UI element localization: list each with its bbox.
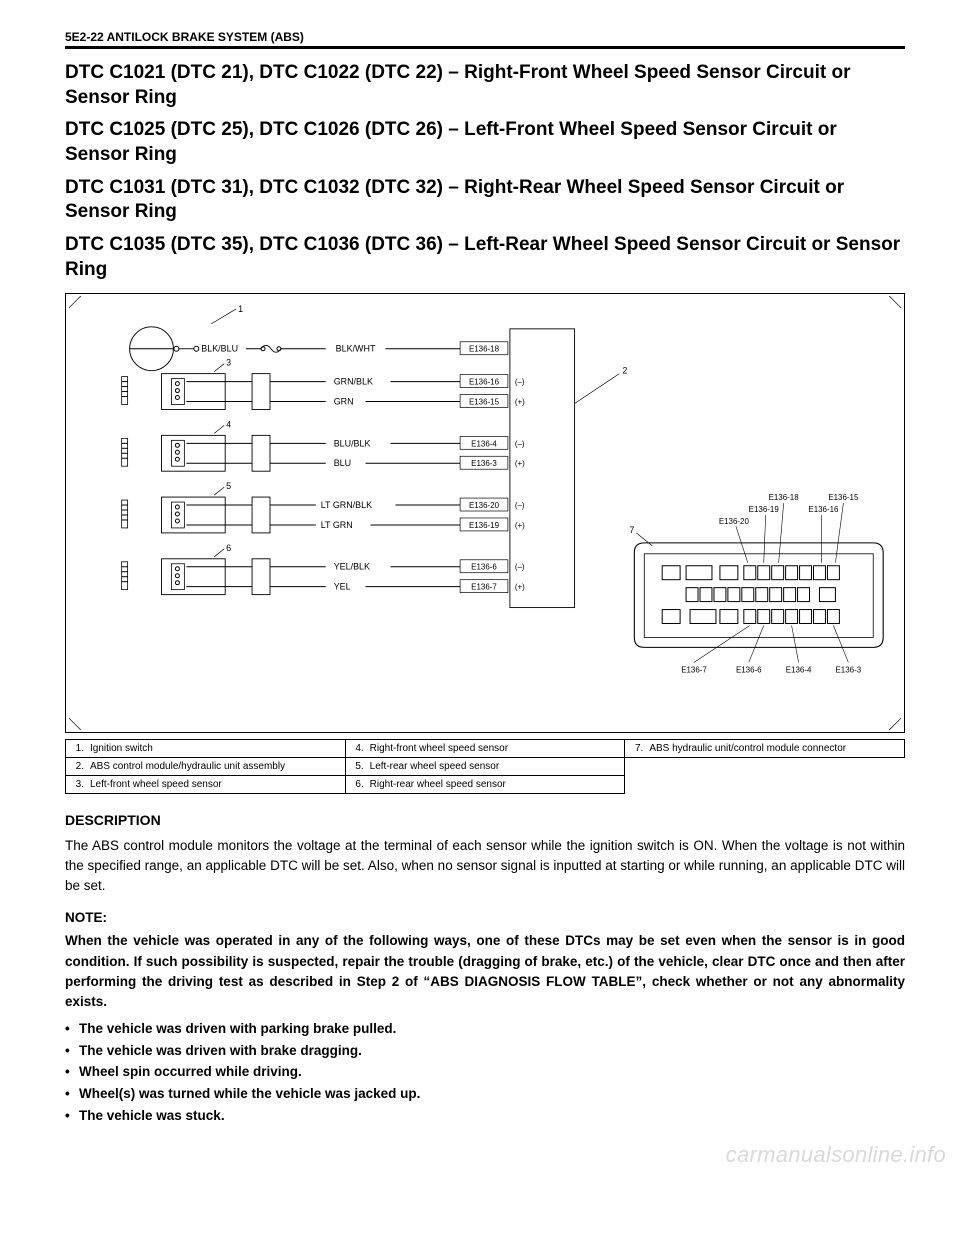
callout-5: 5 — [226, 481, 231, 491]
svg-text:(–): (–) — [515, 562, 525, 571]
svg-text:E136-6: E136-6 — [736, 665, 762, 674]
svg-text:(+): (+) — [515, 459, 525, 468]
svg-text:E136-16: E136-16 — [808, 505, 839, 514]
svg-text:E136-20: E136-20 — [719, 516, 750, 525]
dtc-title-2: DTC C1025 (DTC 25), DTC C1026 (DTC 26) –… — [65, 118, 905, 167]
svg-text:E136-3: E136-3 — [471, 459, 497, 468]
svg-text:E136-19: E136-19 — [469, 520, 500, 529]
wire-blkwht: BLK/WHT — [336, 343, 376, 353]
svg-text:(+): (+) — [515, 582, 525, 591]
svg-text:YEL: YEL — [334, 581, 351, 591]
callout-1: 1 — [238, 303, 243, 313]
svg-text:E136-4: E136-4 — [786, 665, 812, 674]
svg-text:E136-16: E136-16 — [469, 377, 500, 386]
dtc-title-1: DTC C1021 (DTC 21), DTC C1022 (DTC 22) –… — [65, 61, 905, 110]
pin-e136-18: E136-18 — [469, 344, 500, 353]
list-item: The vehicle was stuck. — [65, 1105, 905, 1127]
callout-3: 3 — [226, 357, 231, 367]
svg-text:E136-7: E136-7 — [471, 582, 497, 591]
list-item: Wheel(s) was turned while the vehicle wa… — [65, 1083, 905, 1105]
note-paragraph: When the vehicle was operated in any of … — [65, 931, 905, 1012]
svg-text:BLU: BLU — [334, 458, 351, 468]
callout-2: 2 — [622, 365, 627, 375]
svg-text:E136-6: E136-6 — [471, 562, 497, 571]
diagram-svg: 1 BLK/BLU BLK/WHT E136-18 3 — [66, 294, 904, 732]
list-item: The vehicle was driven with brake draggi… — [65, 1040, 905, 1062]
svg-text:E136-20: E136-20 — [469, 501, 500, 510]
note-heading: NOTE: — [65, 910, 905, 925]
table-row: 1.Ignition switch 4.Right-front wheel sp… — [66, 739, 905, 757]
svg-text:E136-3: E136-3 — [836, 665, 862, 674]
callout-4: 4 — [226, 419, 231, 429]
watermark: carmanualsonline.info — [726, 1142, 946, 1168]
svg-text:E136-18: E136-18 — [769, 493, 800, 502]
svg-text:E136-4: E136-4 — [471, 439, 497, 448]
svg-text:(–): (–) — [515, 501, 525, 510]
svg-text:LT GRN/BLK: LT GRN/BLK — [321, 500, 372, 510]
svg-text:(+): (+) — [515, 397, 525, 406]
dtc-title-3: DTC C1031 (DTC 31), DTC C1032 (DTC 32) –… — [65, 176, 905, 225]
svg-text:LT GRN: LT GRN — [321, 519, 353, 529]
svg-text:(–): (–) — [515, 377, 525, 386]
wire-grn: GRN — [334, 396, 354, 406]
description-heading: DESCRIPTION — [65, 812, 905, 828]
wiring-diagram: 1 BLK/BLU BLK/WHT E136-18 3 — [65, 293, 905, 733]
page-code: 5E2-22 ANTILOCK BRAKE SYSTEM (ABS) — [65, 30, 905, 44]
page-header: 5E2-22 ANTILOCK BRAKE SYSTEM (ABS) — [65, 30, 905, 49]
callout-6: 6 — [226, 542, 231, 552]
svg-text:YEL/BLK: YEL/BLK — [334, 561, 370, 571]
svg-text:(+): (+) — [515, 520, 525, 529]
svg-text:E136-19: E136-19 — [749, 505, 780, 514]
table-row: 2.ABS control module/hydraulic unit asse… — [66, 757, 905, 775]
svg-text:E136-15: E136-15 — [828, 493, 859, 502]
svg-text:E136-7: E136-7 — [681, 665, 707, 674]
svg-text:(–): (–) — [515, 439, 525, 448]
dtc-title-4: DTC C1035 (DTC 35), DTC C1036 (DTC 36) –… — [65, 233, 905, 282]
wire-blkblu: BLK/BLU — [201, 343, 238, 353]
description-paragraph: The ABS control module monitors the volt… — [65, 836, 905, 897]
svg-text:BLU/BLK: BLU/BLK — [334, 438, 371, 448]
list-item: The vehicle was driven with parking brak… — [65, 1018, 905, 1040]
legend-table: 1.Ignition switch 4.Right-front wheel sp… — [65, 739, 905, 794]
wire-grnblk: GRN/BLK — [334, 376, 373, 386]
note-list: The vehicle was driven with parking brak… — [65, 1018, 905, 1126]
list-item: Wheel spin occurred while driving. — [65, 1061, 905, 1083]
callout-7: 7 — [629, 524, 634, 534]
svg-text:E136-15: E136-15 — [469, 397, 500, 406]
